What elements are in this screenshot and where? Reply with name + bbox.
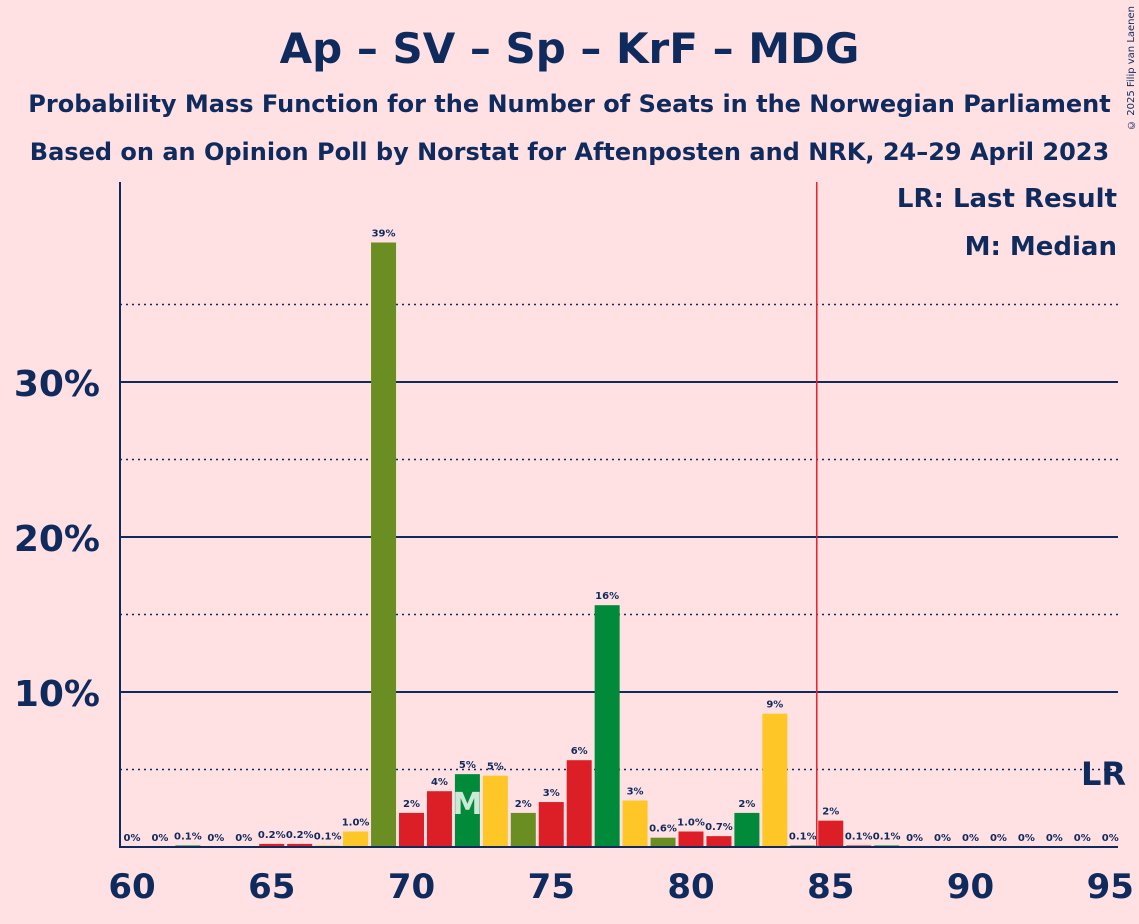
data-label-82: 2%: [738, 799, 755, 810]
bar-70: [399, 812, 424, 847]
data-label-77: 16%: [595, 591, 619, 602]
last-result-marker: LR: [1081, 755, 1126, 793]
bar-76: [566, 760, 592, 847]
bar-65: [259, 843, 285, 847]
bar-83: [762, 713, 788, 847]
data-label-70: 2%: [403, 799, 420, 810]
bar-68: [343, 831, 369, 847]
data-label-85: 2%: [822, 807, 839, 818]
data-label-81: 0.7%: [705, 822, 733, 833]
data-label-72: 5%: [459, 760, 476, 771]
data-label-87: 0.1%: [873, 831, 901, 842]
bar-72: [454, 774, 480, 847]
x-tick-label-70: 70: [388, 867, 435, 907]
data-label-63: 0%: [207, 833, 224, 844]
y-tick-label-10: 10%: [14, 674, 100, 715]
data-label-88: 0%: [906, 833, 923, 844]
data-label-95: 0%: [1102, 833, 1119, 844]
data-label-91: 0%: [990, 833, 1007, 844]
legend-last-result: LR: Last Result: [896, 184, 1117, 214]
data-label-93: 0%: [1046, 833, 1063, 844]
data-label-78: 3%: [627, 787, 644, 798]
legend-median: M: Median: [964, 232, 1117, 262]
x-tick-label-85: 85: [807, 867, 854, 907]
x-tick-label-90: 90: [947, 867, 994, 907]
data-label-62: 0.1%: [174, 831, 202, 842]
bar-81: [706, 836, 732, 847]
bar-79: [650, 837, 676, 847]
median-marker: M: [452, 787, 482, 822]
data-label-67: 0.1%: [314, 831, 342, 842]
x-tick-label-75: 75: [528, 867, 575, 907]
bar-85: [818, 820, 844, 847]
x-tick-label-60: 60: [108, 867, 155, 907]
data-label-66: 0.2%: [286, 830, 314, 841]
data-label-69: 39%: [372, 229, 396, 240]
data-label-90: 0%: [962, 833, 979, 844]
chart-subtitle-poll: Based on an Opinion Poll by Norstat for …: [29, 138, 1110, 166]
x-tick-label-80: 80: [667, 867, 714, 907]
data-label-74: 2%: [515, 799, 532, 810]
bar-75: [538, 802, 564, 847]
x-tick-label-65: 65: [248, 867, 295, 907]
data-label-94: 0%: [1074, 833, 1091, 844]
data-label-75: 3%: [543, 788, 560, 799]
bar-66: [287, 843, 313, 847]
data-label-71: 4%: [431, 777, 448, 788]
y-tick-label-30: 30%: [14, 364, 100, 405]
bar-82: [734, 812, 760, 847]
chart-subtitle: Probability Mass Function for the Number…: [28, 90, 1111, 118]
data-label-76: 6%: [571, 746, 588, 757]
data-label-73: 5%: [487, 762, 504, 773]
data-label-83: 9%: [766, 700, 783, 711]
bar-78: [622, 800, 648, 847]
data-label-92: 0%: [1018, 833, 1035, 844]
data-label-60: 0%: [124, 833, 141, 844]
bar-74: [510, 812, 536, 847]
data-label-89: 0%: [934, 833, 951, 844]
chart-title: Ap – SV – Sp – KrF – MDG: [279, 24, 860, 73]
bar-80: [678, 831, 704, 847]
bar-77: [594, 605, 620, 847]
bar-71: [426, 791, 452, 847]
x-tick-label-95: 95: [1087, 867, 1134, 907]
bar-69: [371, 242, 397, 847]
data-label-61: 0%: [151, 833, 168, 844]
data-label-79: 0.6%: [649, 824, 677, 835]
y-tick-label-20: 20%: [14, 519, 100, 560]
bar-73: [482, 775, 508, 847]
data-label-68: 1.0%: [342, 818, 370, 829]
data-label-84: 0.1%: [789, 831, 817, 842]
data-label-64: 0%: [235, 833, 252, 844]
data-label-86: 0.1%: [845, 831, 873, 842]
data-label-80: 1.0%: [677, 818, 705, 829]
data-label-65: 0.2%: [258, 830, 286, 841]
